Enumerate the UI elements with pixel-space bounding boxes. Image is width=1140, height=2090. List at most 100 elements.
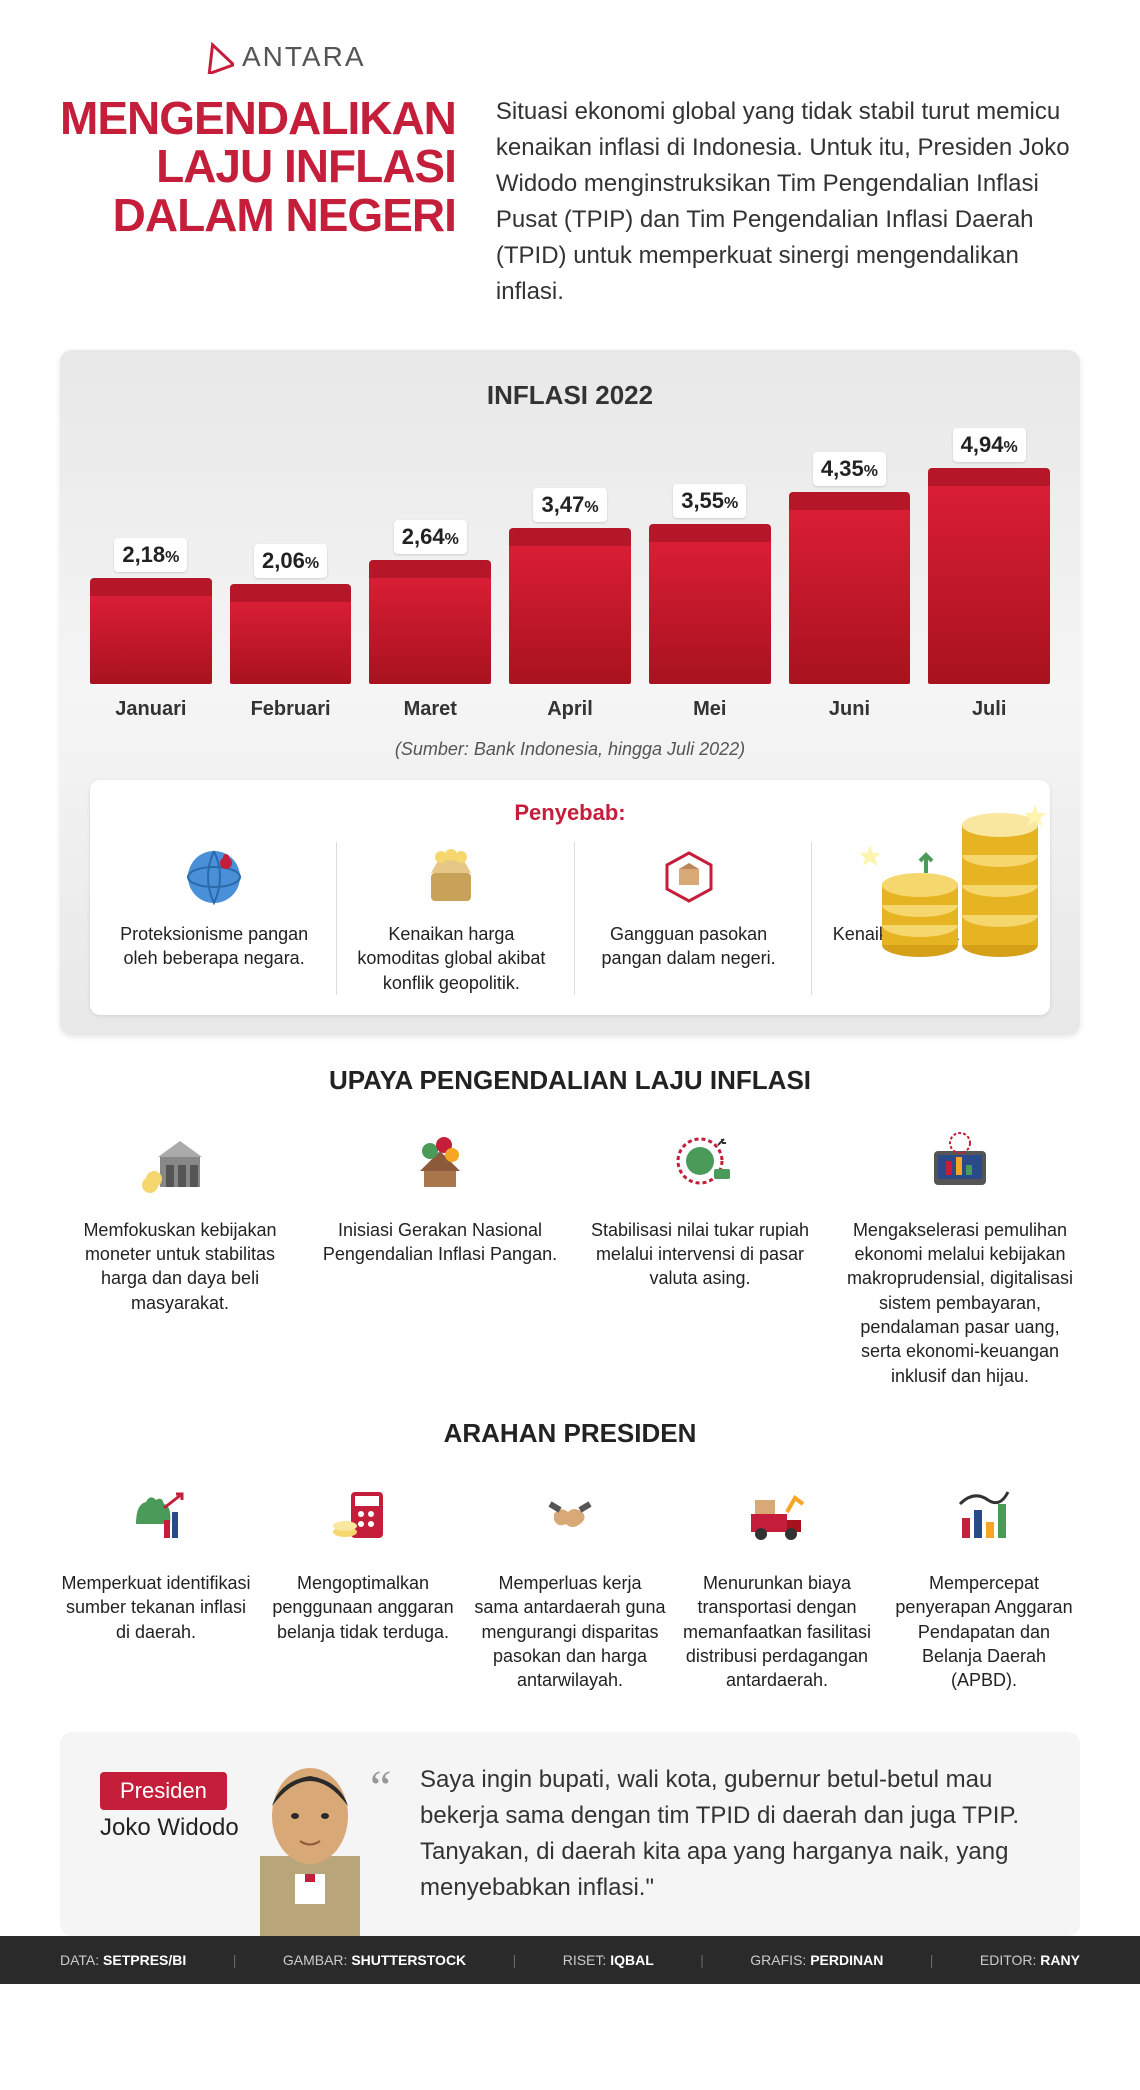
bar-value-label: 4,35%	[813, 452, 886, 486]
cause-text: Kenaikan harga energi.	[822, 922, 1030, 946]
logo-icon	[200, 40, 234, 74]
infographic-page: ANTARA MENGENDALIKAN LAJU INFLASI DALAM …	[0, 0, 1140, 1984]
credits-footer: DATA: SETPRES/BI | GAMBAR: SHUTTERSTOCK …	[0, 1936, 1140, 1984]
effort-icon	[60, 1116, 300, 1206]
president-name: Joko Widodo	[100, 1814, 239, 1842]
directive-item: Mengoptimalkan penggunaan anggaran belan…	[267, 1469, 459, 1692]
directive-text: Mempercepat penyerapan Anggaran Pendapat…	[888, 1571, 1080, 1692]
causes-title: Penyebab:	[100, 800, 1040, 826]
cause-item: Kenaikan harga energi.	[811, 842, 1040, 995]
bar-value-label: 3,55%	[673, 484, 746, 518]
directive-icon	[267, 1469, 459, 1559]
bar-month-label: Juni	[829, 698, 870, 721]
bar-column: 2,64% Maret	[369, 520, 491, 721]
divider: |	[513, 1952, 517, 1968]
bar-column: 4,35% Juni	[789, 452, 911, 721]
bar-column: 2,06% Februari	[230, 544, 352, 721]
directive-icon	[474, 1469, 666, 1559]
directives-row: Memperkuat identifikasi sumber tekanan i…	[60, 1469, 1080, 1692]
directive-icon	[681, 1469, 873, 1559]
directive-item: Menurunkan biaya transportasi dengan mem…	[681, 1469, 873, 1692]
cause-text: Proteksionisme pangan oleh beberapa nega…	[110, 922, 318, 971]
chart-title: INFLASI 2022	[90, 380, 1050, 411]
bar-value-label: 4,94%	[953, 428, 1026, 462]
bar-month-label: Mei	[693, 698, 726, 721]
credit-item: GAMBAR: SHUTTERSTOCK	[283, 1952, 466, 1968]
credit-item: RISET: IQBAL	[563, 1952, 654, 1968]
bar-month-label: April	[547, 698, 593, 721]
president-badge: Presiden	[100, 1772, 227, 1810]
effort-item: Mengakselerasi pemulihan ekonomi melalui…	[840, 1116, 1080, 1388]
cause-item: Kenaikan harga komoditas global akibat k…	[336, 842, 565, 995]
bar	[230, 584, 352, 684]
bar-month-label: Januari	[115, 698, 186, 721]
divider: |	[233, 1952, 237, 1968]
divider: |	[700, 1952, 704, 1968]
bar-month-label: Maret	[404, 698, 457, 721]
effort-text: Inisiasi Gerakan Nasional Pengendalian I…	[320, 1218, 560, 1267]
effort-icon	[320, 1116, 560, 1206]
brand-logo: ANTARA	[200, 40, 1080, 74]
directives-title: ARAHAN PRESIDEN	[60, 1418, 1080, 1449]
cause-icon	[585, 842, 793, 912]
quote-panel: Presiden Joko Widodo “ Saya ingin bupati…	[60, 1732, 1080, 1936]
bar	[789, 492, 911, 684]
bar-chart: 2,18% Januari 2,06% Februari 2,64% Maret…	[90, 441, 1050, 721]
directive-text: Memperkuat identifikasi sumber tekanan i…	[60, 1571, 252, 1644]
quote-text: “ Saya ingin bupati, wali kota, gubernur…	[420, 1762, 1050, 1906]
effort-icon	[580, 1116, 820, 1206]
bar-column: 3,55% Mei	[649, 484, 771, 721]
effort-item: Stabilisasi nilai tukar rupiah melalui i…	[580, 1116, 820, 1388]
president-portrait	[240, 1746, 380, 1936]
directive-text: Mengoptimalkan penggunaan anggaran belan…	[267, 1571, 459, 1644]
bar-month-label: Juli	[972, 698, 1006, 721]
bar-value-label: 2,64%	[394, 520, 467, 554]
header-row: MENGENDALIKAN LAJU INFLASI DALAM NEGERI …	[60, 94, 1080, 310]
credit-item: DATA: SETPRES/BI	[60, 1952, 186, 1968]
cause-item: Proteksionisme pangan oleh beberapa nega…	[100, 842, 328, 995]
effort-text: Stabilisasi nilai tukar rupiah melalui i…	[580, 1218, 820, 1291]
bar	[928, 468, 1050, 684]
bar-month-label: Februari	[251, 698, 331, 721]
cause-icon	[822, 842, 1030, 912]
directive-item: Memperkuat identifikasi sumber tekanan i…	[60, 1469, 252, 1692]
effort-text: Mengakselerasi pemulihan ekonomi melalui…	[840, 1218, 1080, 1388]
bar-column: 4,94% Juli	[928, 428, 1050, 721]
cause-icon	[110, 842, 318, 912]
title-line: LAJU INFLASI	[60, 142, 456, 190]
efforts-row: Memfokuskan kebijakan moneter untuk stab…	[60, 1116, 1080, 1388]
intro-text: Situasi ekonomi global yang tidak stabil…	[496, 94, 1080, 310]
causes-row: Proteksionisme pangan oleh beberapa nega…	[100, 842, 1040, 995]
cause-text: Kenaikan harga komoditas global akibat k…	[347, 922, 555, 995]
bar	[369, 560, 491, 684]
main-title: MENGENDALIKAN LAJU INFLASI DALAM NEGERI	[60, 94, 456, 310]
effort-text: Memfokuskan kebijakan moneter untuk stab…	[60, 1218, 300, 1315]
chart-source: (Sumber: Bank Indonesia, hingga Juli 202…	[90, 739, 1050, 760]
directive-icon	[60, 1469, 252, 1559]
directive-text: Menurunkan biaya transportasi dengan mem…	[681, 1571, 873, 1692]
cause-item: Gangguan pasokan pangan dalam negeri.	[574, 842, 803, 995]
cause-text: Gangguan pasokan pangan dalam negeri.	[585, 922, 793, 971]
credit-item: EDITOR: RANY	[980, 1952, 1080, 1968]
directive-item: Mempercepat penyerapan Anggaran Pendapat…	[888, 1469, 1080, 1692]
bar-value-label: 2,18%	[114, 538, 187, 572]
bar-column: 3,47% April	[509, 488, 631, 721]
title-line: DALAM NEGERI	[60, 191, 456, 239]
bar	[649, 524, 771, 684]
credit-item: GRAFIS: PERDINAN	[750, 1952, 883, 1968]
bar-value-label: 2,06%	[254, 544, 327, 578]
quote-body: Saya ingin bupati, wali kota, gubernur b…	[420, 1766, 1019, 1901]
bar-value-label: 3,47%	[533, 488, 606, 522]
efforts-title: UPAYA PENGENDALIAN LAJU INFLASI	[60, 1065, 1080, 1096]
directive-text: Memperluas kerja sama antardaerah guna m…	[474, 1571, 666, 1692]
effort-item: Inisiasi Gerakan Nasional Pengendalian I…	[320, 1116, 560, 1388]
cause-icon	[347, 842, 555, 912]
causes-panel: Penyebab: Proteksionisme pangan oleh beb…	[90, 780, 1050, 1015]
divider: |	[930, 1952, 934, 1968]
quote-mark-icon: “	[370, 1752, 391, 1824]
bar-column: 2,18% Januari	[90, 538, 212, 721]
effort-item: Memfokuskan kebijakan moneter untuk stab…	[60, 1116, 300, 1388]
title-line: MENGENDALIKAN	[60, 94, 456, 142]
bar	[90, 578, 212, 684]
directive-item: Memperluas kerja sama antardaerah guna m…	[474, 1469, 666, 1692]
